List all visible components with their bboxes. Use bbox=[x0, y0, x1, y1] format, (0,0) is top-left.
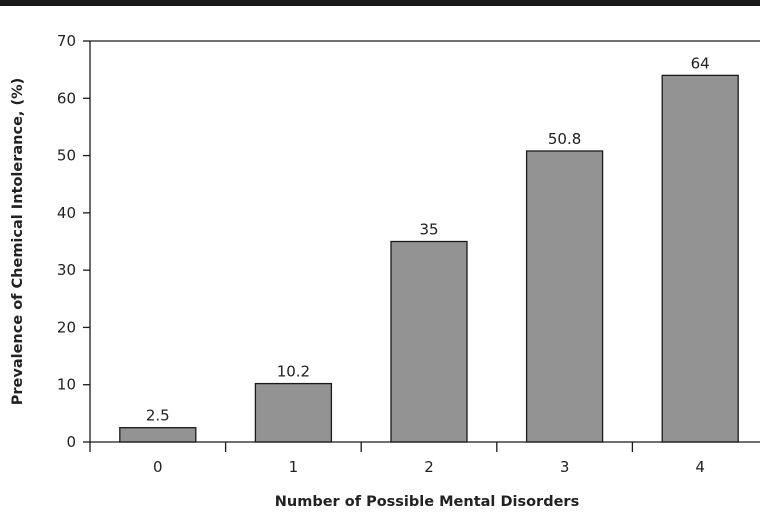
x-tick-label: 3 bbox=[560, 458, 570, 476]
x-tick-label: 0 bbox=[153, 458, 163, 476]
top-rule bbox=[0, 0, 760, 6]
y-tick-label: 50 bbox=[57, 147, 76, 165]
bar-value-label: 64 bbox=[691, 54, 710, 72]
bar-value-label: 10.2 bbox=[277, 363, 310, 381]
y-tick-label: 40 bbox=[57, 204, 76, 222]
bar-value-label: 35 bbox=[419, 221, 438, 239]
bar bbox=[661, 74, 739, 443]
x-axis-title: Number of Possible Mental Disorders bbox=[275, 494, 579, 510]
bar bbox=[119, 427, 197, 443]
bars: 2.5 10.2 35 50.8 64 bbox=[119, 54, 739, 443]
bar bbox=[390, 240, 468, 443]
y-tick-label: 20 bbox=[57, 318, 76, 336]
y-axis-title: Prevalence of Chemical Intolerance, (%) bbox=[10, 78, 26, 406]
y-tick-label: 10 bbox=[57, 376, 76, 394]
x-tick-label: 4 bbox=[695, 458, 705, 476]
bar bbox=[254, 382, 333, 443]
x-ticks: 0 1 2 3 4 bbox=[89, 442, 705, 476]
y-ticks: 0 10 20 30 40 50 60 70 bbox=[57, 32, 90, 451]
y-tick-label: 60 bbox=[57, 89, 76, 107]
y-tick-label: 30 bbox=[57, 261, 76, 279]
bar-value-label: 50.8 bbox=[548, 130, 581, 148]
x-tick-label: 1 bbox=[289, 458, 299, 476]
y-tick-label: 0 bbox=[66, 433, 76, 451]
bar-value-label: 2.5 bbox=[146, 407, 170, 425]
x-tick-label: 2 bbox=[424, 458, 434, 476]
y-tick-label: 70 bbox=[57, 32, 76, 50]
bar bbox=[525, 150, 604, 443]
